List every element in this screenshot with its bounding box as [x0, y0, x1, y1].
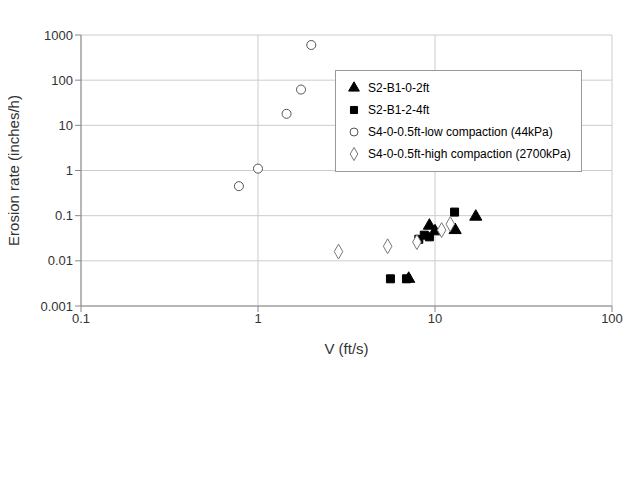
- svg-text:0.1: 0.1: [55, 208, 73, 223]
- svg-text:10: 10: [59, 118, 73, 133]
- svg-text:1000: 1000: [44, 28, 73, 43]
- svg-text:0.001: 0.001: [40, 299, 73, 314]
- svg-text:V (ft/s): V (ft/s): [324, 340, 368, 357]
- html-text:S2-B1-0-2ft: S2-B1-0-2ft: [368, 81, 430, 95]
- html-text:S2-B1-2-4ft: S2-B1-2-4ft: [368, 103, 430, 117]
- html-text:S4-0-0.5ft-high compaction (27: S4-0-0.5ft-high compaction (2700kPa): [368, 147, 571, 161]
- html-text:S4-0-0.5ft-low compaction (44k: S4-0-0.5ft-low compaction (44kPa): [368, 125, 553, 139]
- svg-text:100: 100: [51, 73, 73, 88]
- svg-text:1: 1: [66, 163, 73, 178]
- svg-text:Erosion rate (inches/h): Erosion rate (inches/h): [8, 95, 22, 246]
- svg-text:1: 1: [254, 311, 261, 326]
- svg-text:100: 100: [601, 311, 623, 326]
- svg-text:0.1: 0.1: [72, 311, 90, 326]
- svg-text:0.01: 0.01: [48, 253, 73, 268]
- svg-text:10: 10: [428, 311, 442, 326]
